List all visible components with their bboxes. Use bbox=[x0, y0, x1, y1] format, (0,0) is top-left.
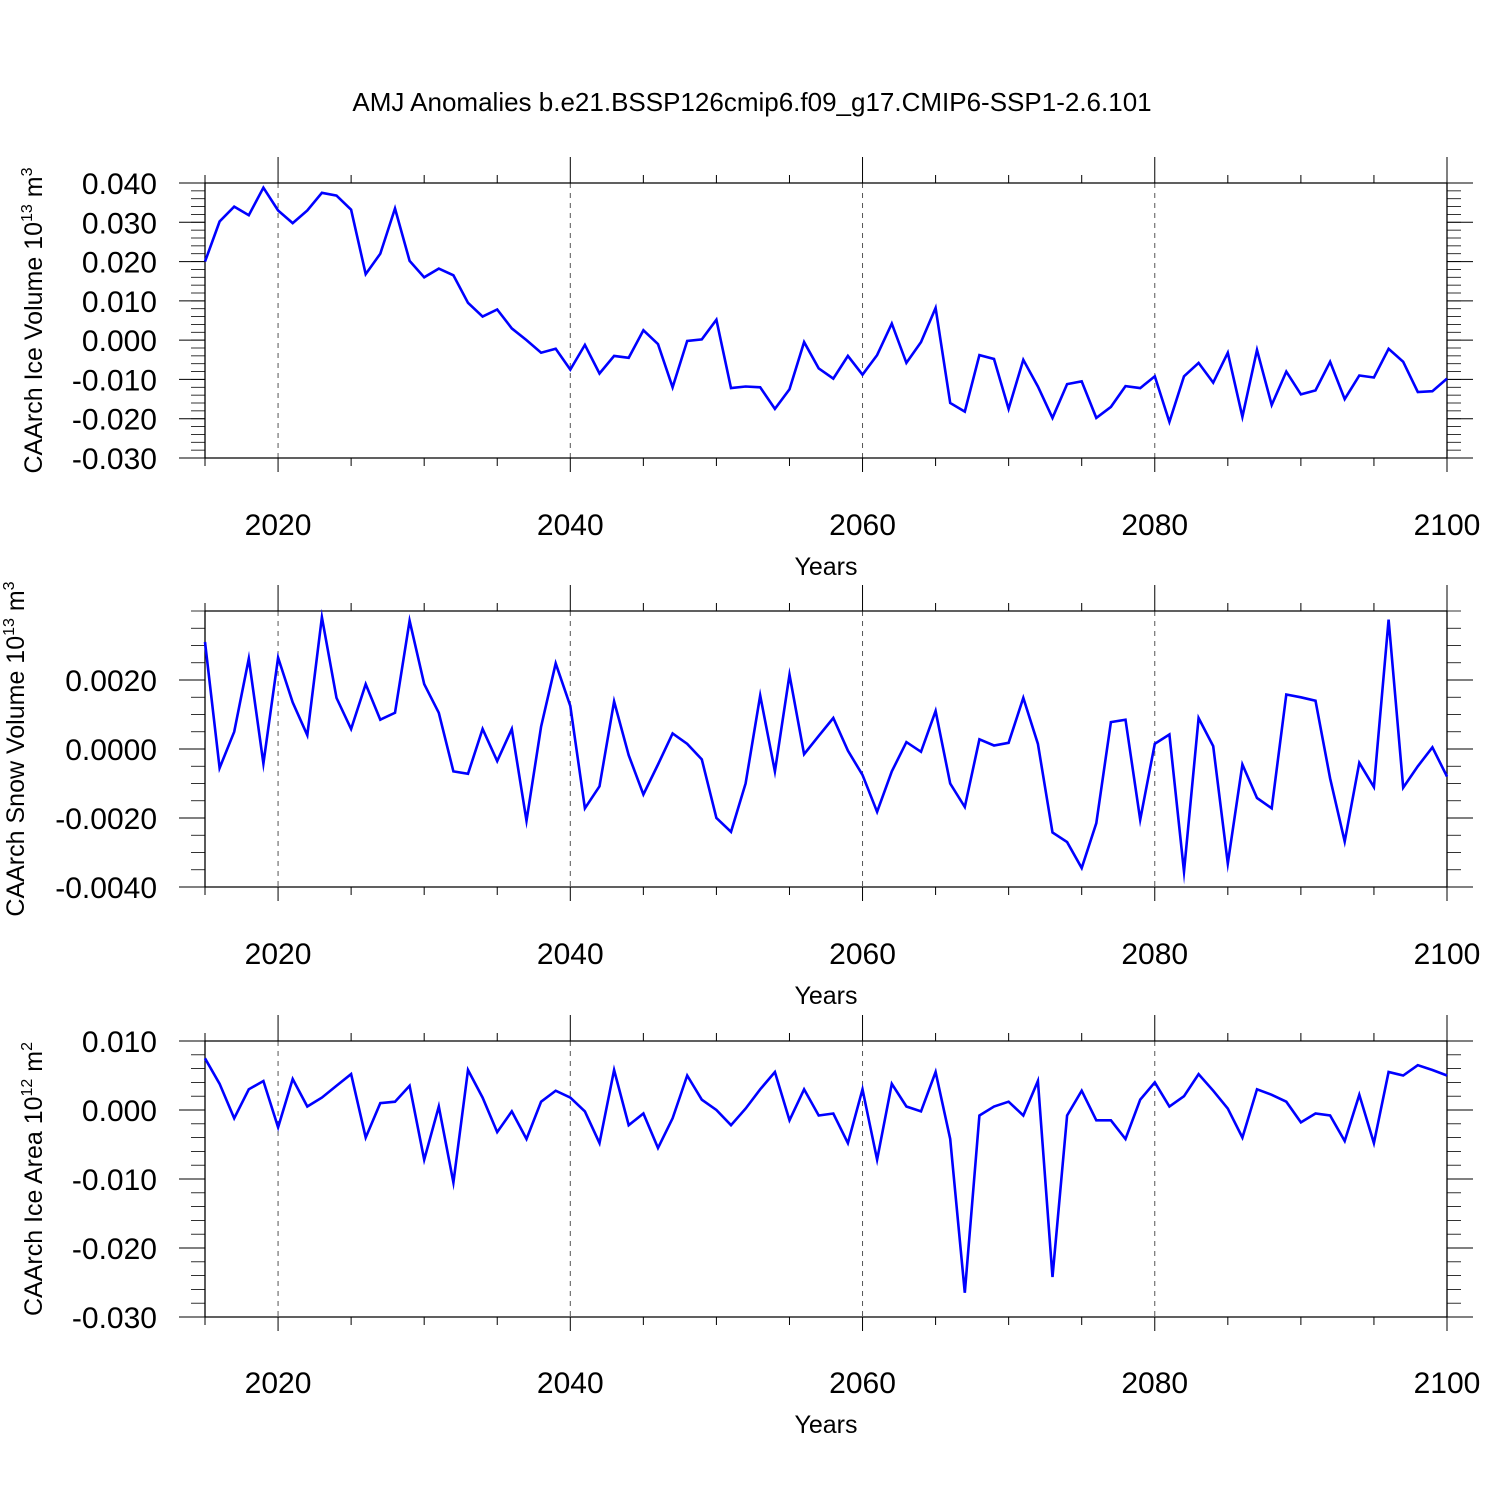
x-tick-label: 2040 bbox=[537, 509, 604, 542]
y-tick-label: 0.0020 bbox=[65, 665, 157, 698]
y-axis-label-unit: m bbox=[20, 176, 48, 204]
y-axis-label-exponent: 12 bbox=[19, 1079, 36, 1097]
y-tick-label: 0.000 bbox=[82, 325, 157, 358]
y-axis-label-text: CAArch Ice Volume 10 bbox=[20, 222, 48, 474]
y-tick-label: 0.030 bbox=[82, 207, 157, 240]
y-tick-label: -0.020 bbox=[72, 1233, 157, 1266]
y-tick-label: 0.020 bbox=[82, 247, 157, 280]
x-tick-label: 2020 bbox=[245, 938, 312, 971]
y-axis-label: CAArch Ice Area 1012 m2 bbox=[19, 1042, 48, 1316]
y-axis-label-text: CAArch Ice Area 10 bbox=[20, 1096, 48, 1316]
y-tick-label: 0.040 bbox=[82, 168, 157, 201]
x-tick-label: 2080 bbox=[1121, 509, 1188, 542]
y-axis-label-unit: m bbox=[20, 1051, 48, 1079]
y-tick-label: -0.030 bbox=[72, 1302, 157, 1335]
x-axis-label: Years bbox=[794, 982, 857, 1010]
figure-title: AMJ Anomalies b.e21.BSSP126cmip6.f09_g17… bbox=[352, 87, 1151, 117]
y-axis-label-text: CAArch Snow Volume 10 bbox=[2, 636, 30, 917]
y-axis-label-unit-exponent: 2 bbox=[19, 1042, 36, 1051]
x-axis-label: Years bbox=[794, 1411, 857, 1439]
x-tick-label: 2100 bbox=[1414, 938, 1481, 971]
x-tick-label: 2060 bbox=[829, 509, 896, 542]
y-tick-label: -0.010 bbox=[72, 1164, 157, 1197]
x-tick-label: 2020 bbox=[245, 1367, 312, 1400]
y-axis-label: CAArch Snow Volume 1013 m3 bbox=[1, 581, 30, 916]
x-tick-label: 2060 bbox=[829, 1367, 896, 1400]
x-tick-label: 2040 bbox=[537, 938, 604, 971]
x-tick-label: 2060 bbox=[829, 938, 896, 971]
x-tick-label: 2080 bbox=[1121, 938, 1188, 971]
y-tick-label: -0.0040 bbox=[55, 872, 157, 905]
x-tick-label: 2100 bbox=[1414, 1367, 1481, 1400]
panels: 2020 2040 2060 2080 2100 Years -0.030 -0.020 -0.… bbox=[1, 157, 1480, 1439]
y-tick-label: 0.000 bbox=[82, 1095, 157, 1128]
y-tick-label: -0.0020 bbox=[55, 803, 157, 836]
y-tick-label: -0.030 bbox=[72, 443, 157, 476]
y-tick-label: -0.020 bbox=[72, 404, 157, 437]
y-axis-label-unit-exponent: 3 bbox=[1, 581, 18, 590]
y-axis-label: CAArch Ice Volume 1013 m3 bbox=[19, 167, 48, 473]
y-tick-label: 0.010 bbox=[82, 1026, 157, 1059]
chart-panel-3: 2020 2040 2060 2080 2100 Years -0.030 -0.020 -0.… bbox=[19, 1015, 1480, 1439]
chart-panel-2: 2020 2040 2060 2080 2100 Years -0.0040 -0.0020 0… bbox=[1, 581, 1480, 1010]
chart-panel-1: 2020 2040 2060 2080 2100 Years -0.030 -0.020 -0.… bbox=[19, 157, 1480, 581]
y-axis-label-exponent: 13 bbox=[1, 618, 18, 636]
y-axis-label-exponent: 13 bbox=[19, 204, 36, 222]
y-axis-label-unit: m bbox=[2, 590, 30, 618]
x-tick-label: 2040 bbox=[537, 1367, 604, 1400]
x-tick-label: 2100 bbox=[1414, 509, 1481, 542]
data-series-line bbox=[203, 185, 1448, 427]
x-tick-label: 2080 bbox=[1121, 1367, 1188, 1400]
data-series-line bbox=[203, 608, 1449, 885]
y-axis-label-unit-exponent: 3 bbox=[19, 167, 36, 176]
data-series-line bbox=[203, 1057, 1448, 1293]
y-tick-label: 0.0000 bbox=[65, 734, 157, 767]
x-axis-label: Years bbox=[794, 553, 857, 581]
y-tick-label: 0.010 bbox=[82, 286, 157, 319]
x-tick-label: 2020 bbox=[245, 509, 312, 542]
y-tick-label: -0.010 bbox=[72, 364, 157, 397]
